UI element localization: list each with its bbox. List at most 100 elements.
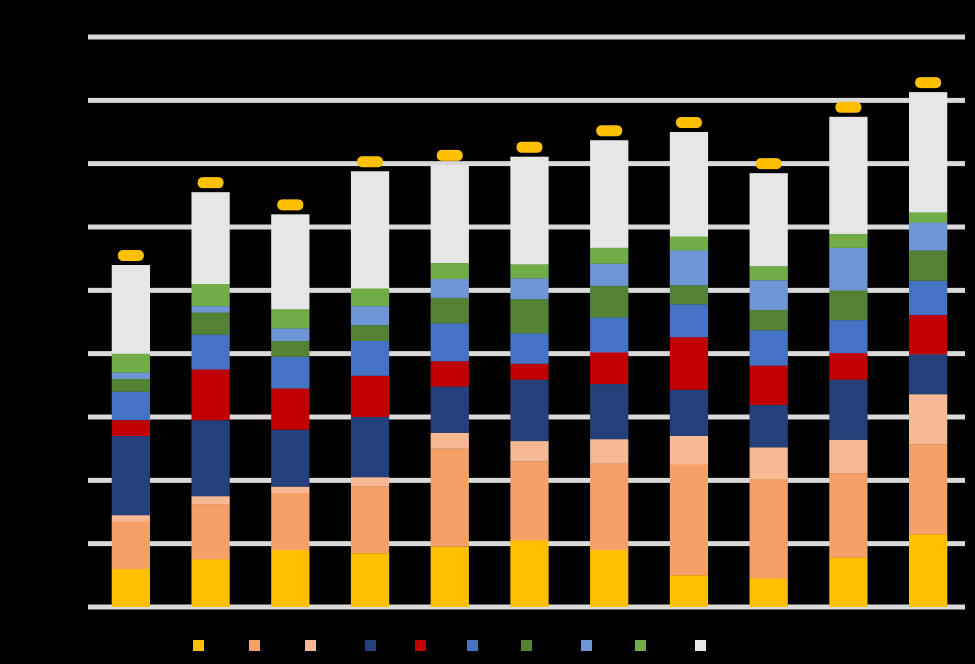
bar-segment-2-2	[271, 486, 310, 493]
bar-segment-4-6	[430, 297, 469, 324]
bar-stack-6	[590, 140, 629, 607]
bar-segment-8-7	[749, 280, 788, 310]
bar-segment-0-0	[111, 569, 150, 607]
bar-segment-2-6	[271, 341, 310, 357]
bar-segment-7-7	[669, 250, 709, 286]
bar-segment-3-8	[350, 288, 390, 307]
bar-segment-3-1	[350, 486, 390, 554]
bar-segment-7-4	[669, 337, 709, 390]
bar-segment-7-3	[669, 389, 709, 436]
bar-segment-8-0	[749, 578, 788, 607]
total-label-marker-0	[117, 250, 144, 261]
bar-segment-6-4	[590, 352, 629, 385]
bar-segment-7-6	[669, 285, 709, 305]
bar-segment-9-5	[829, 320, 868, 354]
bar-segment-9-9	[829, 116, 868, 234]
total-label-marker-10	[915, 77, 942, 89]
bar-segment-3-6	[350, 325, 390, 341]
bar-segment-6-8	[590, 247, 629, 264]
legend-swatch-7	[581, 640, 592, 651]
bar-segment-8-6	[749, 309, 788, 331]
bar-segment-10-5	[909, 280, 948, 316]
bar-segment-9-6	[829, 290, 868, 321]
bar-segment-3-7	[350, 306, 390, 326]
bar-segment-0-7	[111, 372, 150, 379]
bar-segment-2-9	[271, 214, 310, 310]
bar-segment-0-4	[111, 420, 150, 436]
bar-segment-9-8	[829, 233, 868, 248]
bar-segment-10-2	[909, 394, 948, 445]
bar-segment-0-2	[111, 515, 150, 522]
legend-swatch-6	[521, 640, 532, 651]
bar-segment-7-5	[669, 304, 709, 338]
bar-stack-1	[191, 192, 230, 607]
bar-stack-5	[510, 156, 549, 607]
bar-segment-0-5	[111, 391, 150, 421]
bar-segment-0-9	[111, 265, 150, 354]
bar-segment-9-1	[829, 473, 868, 558]
bar-segment-5-0	[510, 540, 549, 607]
bar-segment-5-3	[510, 379, 549, 442]
legend-swatch-0	[193, 640, 204, 651]
bar-segment-10-3	[909, 354, 948, 395]
bar-stack-10	[909, 92, 948, 607]
data-labels	[117, 77, 942, 261]
bar-segment-10-8	[909, 212, 948, 223]
legend	[193, 640, 706, 651]
bar-segment-6-6	[590, 285, 629, 318]
bar-segment-2-7	[271, 328, 310, 341]
bar-stack-8	[749, 173, 788, 607]
legend-swatch-1	[249, 640, 260, 651]
bar-stack-4	[430, 164, 469, 607]
total-label-marker-2	[277, 199, 304, 211]
bar-segment-5-5	[510, 333, 549, 364]
bar-segment-4-3	[430, 386, 469, 433]
total-label-marker-1	[197, 177, 224, 189]
bar-segment-5-7	[510, 278, 549, 300]
bars	[111, 92, 948, 607]
bar-segment-10-6	[909, 250, 948, 281]
bar-segment-1-5	[191, 334, 230, 370]
total-label-marker-4	[436, 149, 463, 161]
bar-segment-1-7	[191, 306, 230, 313]
total-label-marker-8	[755, 158, 782, 170]
bar-segment-9-4	[829, 353, 868, 380]
bar-segment-4-5	[430, 323, 469, 362]
bar-segment-2-0	[271, 550, 310, 607]
bar-segment-3-2	[350, 477, 390, 487]
bar-segment-2-3	[271, 429, 310, 487]
bar-segment-5-9	[510, 156, 549, 265]
bar-segment-8-5	[749, 330, 788, 366]
bar-segment-9-0	[829, 557, 868, 607]
bar-segment-2-1	[271, 493, 310, 550]
bar-stack-7	[669, 132, 709, 607]
bar-segment-8-8	[749, 266, 788, 281]
total-label-marker-7	[675, 117, 702, 128]
bar-segment-6-1	[590, 463, 629, 550]
total-label-marker-5	[516, 141, 543, 153]
legend-swatch-5	[467, 640, 478, 651]
bar-segment-6-3	[590, 384, 629, 440]
bar-segment-1-3	[191, 420, 230, 497]
bar-segment-8-1	[749, 479, 788, 579]
bar-segment-1-1	[191, 504, 230, 560]
bar-segment-6-2	[590, 439, 629, 464]
bar-segment-1-8	[191, 284, 230, 307]
legend-swatch-4	[415, 640, 426, 651]
bar-segment-3-5	[350, 341, 390, 376]
bar-segment-10-0	[909, 534, 948, 607]
bar-segment-9-2	[829, 439, 868, 474]
bar-segment-4-8	[430, 263, 469, 279]
bar-segment-0-6	[111, 379, 150, 392]
bar-segment-10-7	[909, 222, 948, 251]
total-label-marker-9	[835, 101, 862, 113]
bar-segment-2-8	[271, 309, 310, 329]
bar-segment-6-0	[590, 550, 629, 607]
bar-segment-4-7	[430, 278, 469, 298]
bar-segment-5-8	[510, 264, 549, 279]
bar-segment-4-2	[430, 432, 469, 449]
bar-stack-0	[111, 265, 150, 607]
legend-swatch-2	[305, 640, 316, 651]
legend-swatch-9	[695, 640, 706, 651]
